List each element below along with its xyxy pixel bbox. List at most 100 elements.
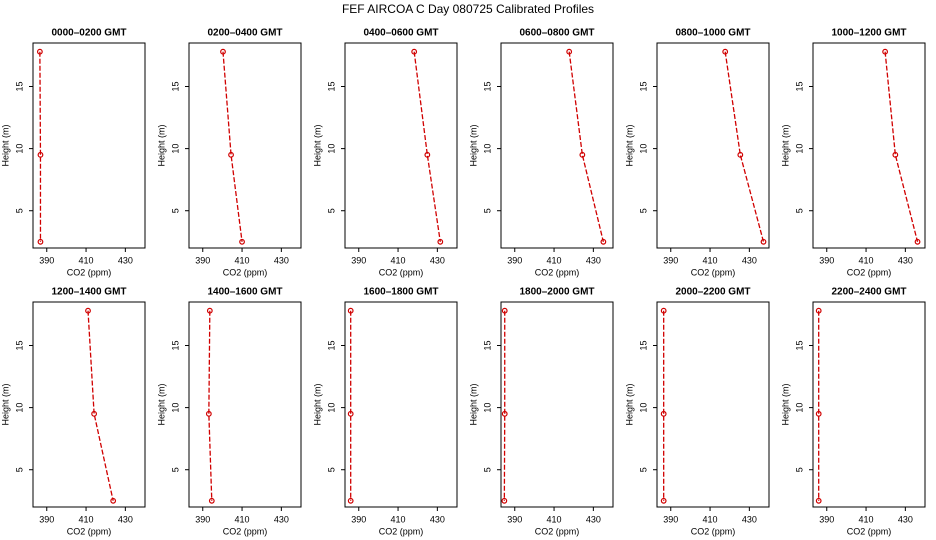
x-tick-label: 430 [118, 514, 133, 524]
panel-title: 1000–1200 GMT [831, 28, 906, 39]
x-tick-label: 410 [235, 514, 250, 524]
x-tick-label: 390 [507, 255, 522, 265]
x-tick-label: 410 [79, 514, 94, 524]
panel-title: 0400–0600 GMT [363, 28, 438, 39]
x-tick-label: 430 [898, 255, 913, 265]
profile-point [424, 151, 431, 158]
x-axis-label: CO2 (ppm) [847, 526, 892, 536]
x-tick-label: 430 [898, 514, 913, 524]
x-tick-label: 390 [663, 255, 678, 265]
x-tick-label: 430 [274, 514, 289, 524]
x-axis-label: CO2 (ppm) [379, 267, 424, 277]
profile-point [239, 238, 245, 245]
x-tick-label: 390 [195, 514, 210, 524]
y-tick-label: 15 [14, 81, 24, 91]
x-axis-label: CO2 (ppm) [67, 526, 112, 536]
plot-frame [188, 301, 302, 508]
profile-line [87, 310, 114, 501]
y-axis-label: Height (m) [312, 383, 322, 425]
profile-point [228, 151, 234, 158]
y-tick-label: 5 [482, 208, 492, 213]
profile-point [91, 410, 98, 417]
y-tick-label: 10 [14, 403, 24, 413]
profile-point [660, 497, 667, 504]
profile-point [220, 48, 226, 55]
profile-line [413, 51, 441, 242]
x-tick-label: 430 [586, 514, 601, 524]
x-tick-label: 410 [547, 514, 562, 524]
profile-point [347, 307, 354, 314]
y-axis-label: Height (m) [624, 383, 634, 425]
x-tick-label: 430 [742, 255, 757, 265]
y-tick-label: 10 [326, 403, 336, 413]
y-axis-label: Height (m) [0, 124, 10, 166]
y-tick-label: 15 [326, 340, 336, 350]
y-axis-label: Height (m) [156, 383, 166, 425]
y-tick-label: 5 [638, 467, 648, 472]
profile-point [85, 307, 91, 314]
x-axis-label: CO2 (ppm) [223, 267, 268, 277]
plot-frame [344, 42, 458, 249]
plot-frame [812, 301, 926, 508]
profile-point [815, 410, 822, 417]
y-tick-label: 15 [482, 81, 492, 91]
y-tick-label: 15 [14, 340, 24, 350]
x-tick-label: 390 [351, 255, 366, 265]
y-axis-label: Height (m) [156, 124, 166, 166]
panel-title: 0800–1000 GMT [675, 28, 750, 39]
profile-point [347, 410, 354, 417]
x-axis-label: CO2 (ppm) [691, 267, 736, 277]
y-tick-label: 10 [638, 403, 648, 413]
y-tick-label: 15 [794, 340, 804, 350]
x-tick-label: 390 [819, 514, 834, 524]
x-axis-label: CO2 (ppm) [535, 526, 580, 536]
x-tick-label: 410 [547, 255, 562, 265]
x-tick-label: 390 [663, 514, 678, 524]
x-axis-label: CO2 (ppm) [691, 526, 736, 536]
x-axis-label: CO2 (ppm) [847, 267, 892, 277]
plot-frame [32, 301, 146, 508]
profile-line [222, 51, 243, 242]
profile-line [884, 51, 919, 242]
profile-point [722, 48, 729, 55]
x-tick-label: 410 [859, 514, 874, 524]
y-tick-label: 5 [170, 467, 180, 472]
panel-title: 1800–2000 GMT [519, 287, 594, 298]
profile-point [36, 48, 43, 55]
y-tick-label: 10 [170, 144, 180, 154]
panel-title: 1600–1800 GMT [363, 287, 438, 298]
profile-line [724, 51, 765, 242]
profile-point [37, 238, 44, 245]
x-tick-label: 430 [742, 514, 757, 524]
plot-frame [656, 42, 770, 249]
y-tick-label: 5 [326, 208, 336, 213]
profile-line [208, 310, 213, 501]
y-axis-label: Height (m) [312, 124, 322, 166]
y-tick-label: 5 [794, 208, 804, 213]
profile-point [411, 48, 418, 55]
panel-title: 0600–0800 GMT [519, 28, 594, 39]
y-tick-label: 10 [326, 144, 336, 154]
x-tick-label: 410 [391, 255, 406, 265]
x-tick-label: 390 [507, 514, 522, 524]
y-tick-label: 10 [638, 144, 648, 154]
x-tick-label: 410 [79, 255, 94, 265]
profile-point [600, 238, 607, 245]
x-tick-label: 390 [39, 514, 54, 524]
panel-title: 2000–2200 GMT [675, 287, 750, 298]
plot-frame [656, 301, 770, 508]
panel-title: 0000–0200 GMT [51, 28, 126, 39]
y-axis-label: Height (m) [624, 124, 634, 166]
x-tick-label: 390 [819, 255, 834, 265]
x-tick-label: 390 [351, 514, 366, 524]
y-tick-label: 15 [170, 81, 180, 91]
y-tick-label: 10 [170, 403, 180, 413]
panel-title: 0200–0400 GMT [207, 28, 282, 39]
y-tick-label: 10 [14, 144, 24, 154]
y-tick-label: 5 [638, 208, 648, 213]
profile-line [39, 51, 42, 242]
profile-point [815, 497, 822, 504]
profile-point [815, 307, 822, 314]
profile-point [110, 497, 117, 504]
